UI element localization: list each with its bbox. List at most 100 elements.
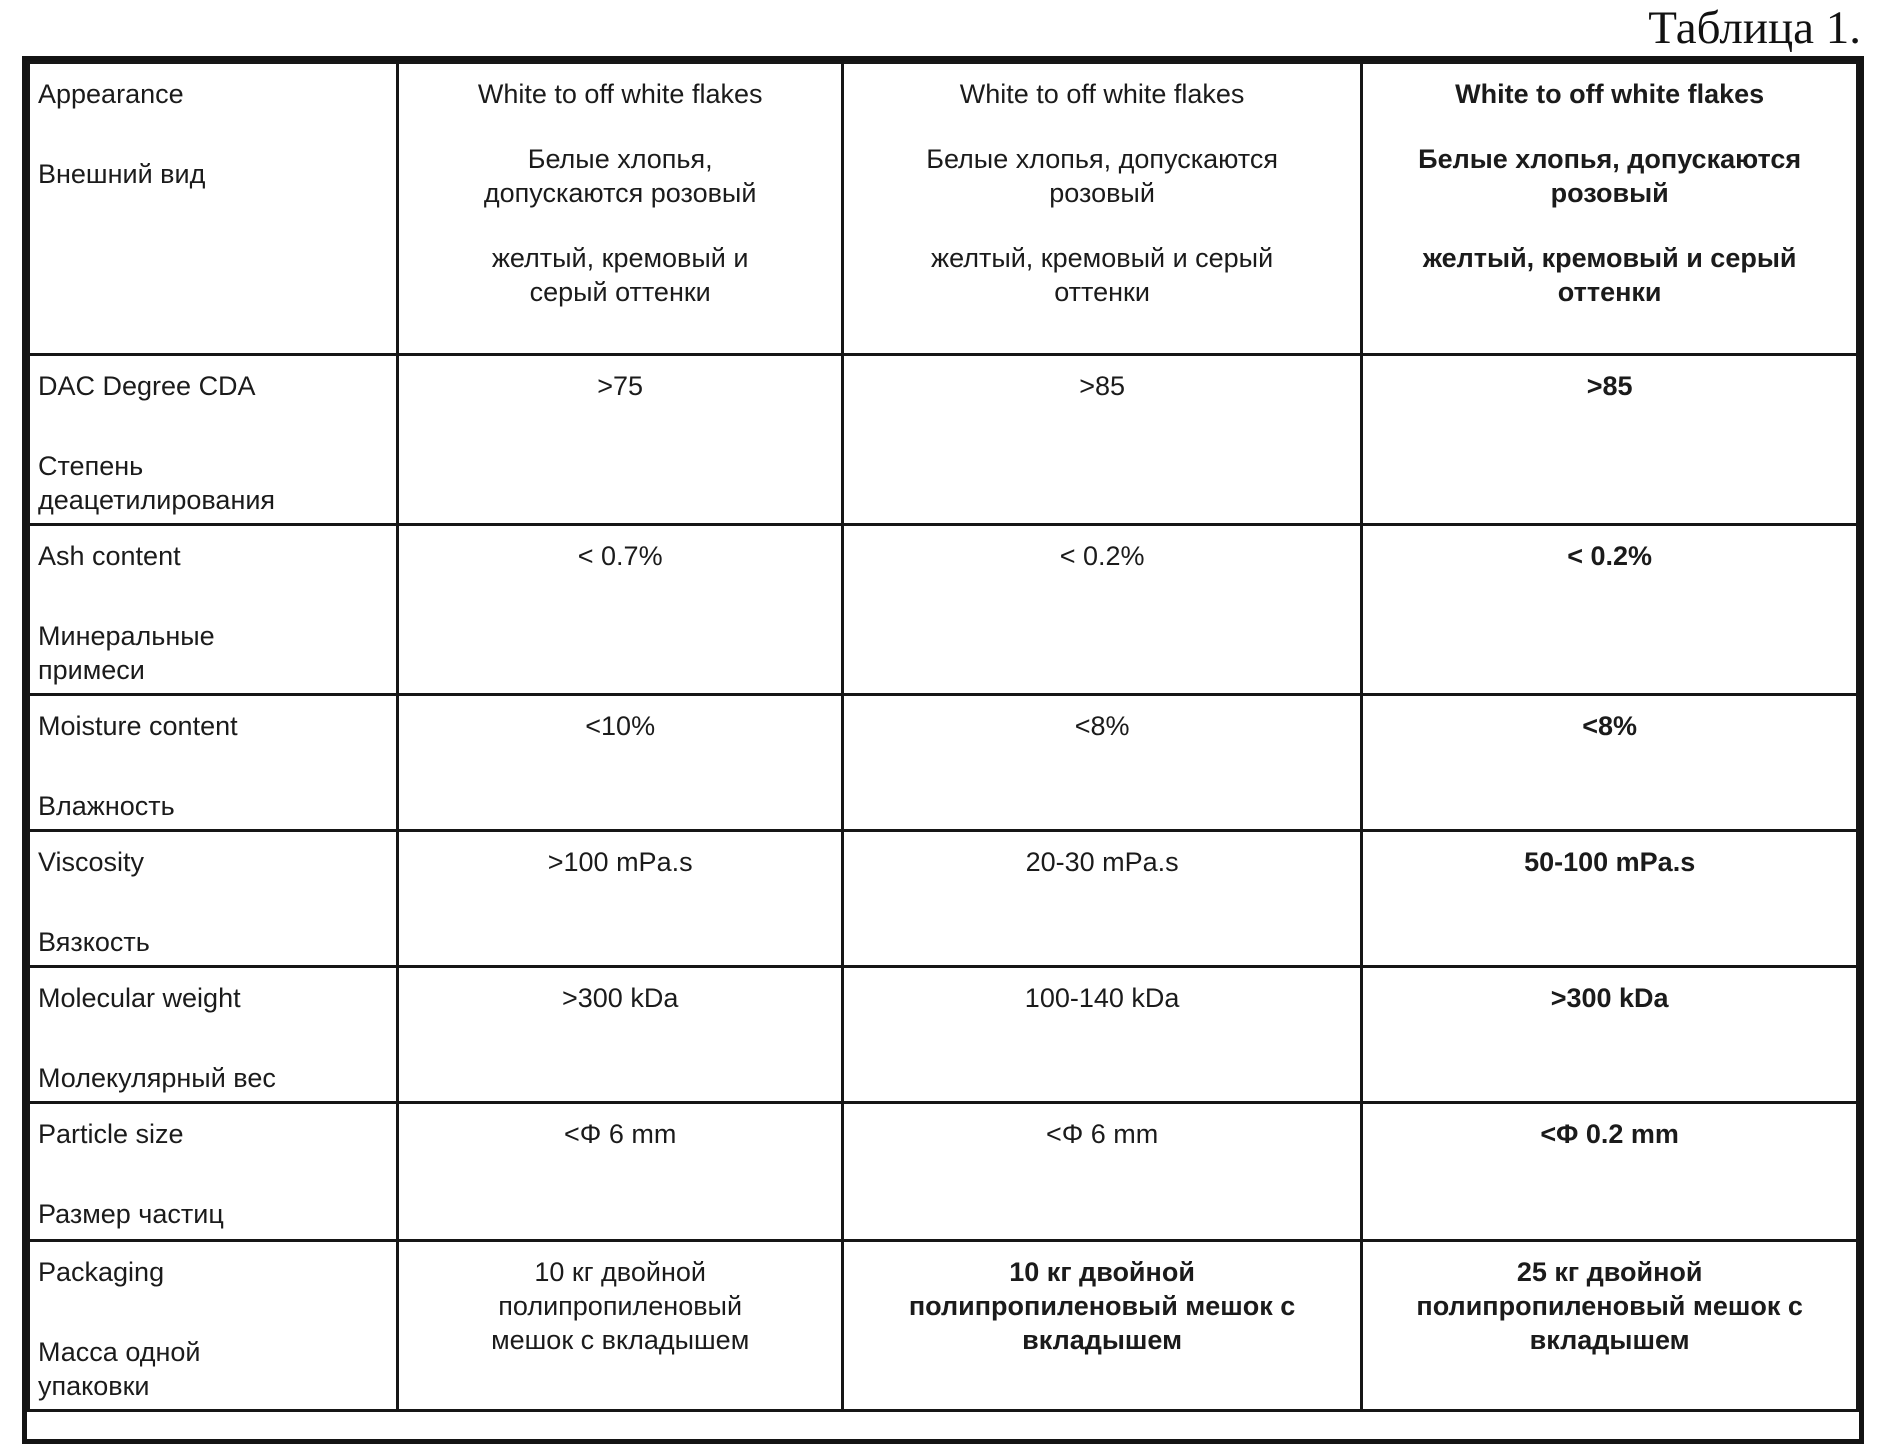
spec-table: Appearance Внешний вид White to off white… — [26, 61, 1859, 1412]
cell-particle-label: Particle size Размер частиц — [26, 1101, 400, 1242]
text-line: Минеральные — [38, 621, 215, 651]
text-line: желтый, кремовый и серый — [931, 243, 1274, 273]
cell-appearance-value-1: White to off white flakes Белые хлопья, до… — [396, 61, 844, 356]
text-line: Молекулярный вес — [38, 1063, 276, 1093]
text-line: полипропиленовый мешок с — [1416, 1291, 1803, 1321]
text-line: 100-140 kDa — [1024, 983, 1180, 1013]
text-block: Влажность — [38, 789, 388, 823]
text-line: <Φ 6 mm — [1045, 1119, 1159, 1149]
text-block: <10% — [407, 709, 832, 743]
text-line: розовый — [1550, 178, 1669, 208]
text-line: вкладышем — [1529, 1325, 1690, 1355]
text-block: < 0.7% — [407, 539, 832, 573]
cell-packaging-value-2: 10 кг двойной полипропиленовый мешок с вкл… — [840, 1239, 1364, 1412]
cell-dac-value-1: >75 — [396, 353, 844, 526]
cell-molweight-value-3: >300 kDa — [1360, 965, 1859, 1104]
text-line: < 0.2% — [1567, 541, 1653, 571]
text-block: Packaging — [38, 1255, 388, 1289]
text-block: желтый, кремовый и серый оттенки — [1371, 241, 1848, 309]
text-block: <Φ 6 mm — [407, 1117, 832, 1151]
text-block: Moisture content — [38, 709, 388, 743]
text-line: примеси — [38, 655, 145, 685]
cell-appearance-label: Appearance Внешний вид — [26, 61, 400, 356]
text-line: 25 кг двойной — [1516, 1257, 1703, 1287]
text-line: Размер частиц — [38, 1199, 224, 1229]
text-line: Масса одной — [38, 1337, 201, 1367]
text-block: Белые хлопья, допускаются розовый — [852, 142, 1352, 210]
text-block: Viscosity — [38, 845, 388, 879]
cell-ash-value-2: < 0.2% — [840, 523, 1364, 696]
cell-packaging-label: Packaging Масса одной упаковки — [26, 1239, 400, 1412]
text-line: полипропиленовый — [498, 1291, 743, 1321]
text-block: Particle size — [38, 1117, 388, 1151]
cell-molweight-label: Molecular weight Молекулярный вес — [26, 965, 400, 1104]
row-particle-size: Particle size Размер частиц <Φ 6 mm <Φ 6 … — [26, 1101, 1859, 1242]
text-block: Molecular weight — [38, 981, 388, 1015]
text-line: Вязкость — [38, 927, 150, 957]
text-line: <8% — [1582, 711, 1638, 741]
text-block: 10 кг двойной полипропиленовый мешок с вкл… — [407, 1255, 832, 1357]
text-block: White to off white flakes — [1371, 77, 1848, 111]
text-block: Белые хлопья, допускаются розовый — [1371, 142, 1848, 210]
text-line: Степень — [38, 451, 144, 481]
text-line: <8% — [1074, 711, 1130, 741]
text-line: 10 кг двойной — [1009, 1257, 1195, 1287]
text-line: DAC Degree CDA — [38, 371, 256, 401]
cell-moisture-value-2: <8% — [840, 693, 1364, 832]
cell-appearance-value-2: White to off white flakes Белые хлопья, д… — [840, 61, 1364, 356]
row-viscosity: Viscosity Вязкость >100 mPa.s 20-30 mPa.s… — [26, 829, 1859, 968]
text-block: 20-30 mPa.s — [852, 845, 1352, 879]
cell-ash-value-1: < 0.7% — [396, 523, 844, 696]
text-block: Размер частиц — [38, 1197, 388, 1231]
text-line: мешок с вкладышем — [491, 1325, 750, 1355]
cell-dac-label: DAC Degree CDA Степень деацетилирования — [26, 353, 400, 526]
row-molecular-weight: Molecular weight Молекулярный вес >300 kD… — [26, 965, 1859, 1104]
text-block: >300 kDa — [1371, 981, 1848, 1015]
text-line: 20-30 mPa.s — [1025, 847, 1179, 877]
text-line: оттенки — [1557, 277, 1662, 307]
text-line: оттенки — [1054, 277, 1150, 307]
text-line: Packaging — [38, 1257, 165, 1287]
text-block: <8% — [1371, 709, 1848, 743]
text-line: деацетилирования — [38, 485, 276, 515]
text-line: Appearance — [38, 79, 184, 109]
text-line: Внешний вид — [38, 159, 206, 189]
text-block: >85 — [1371, 369, 1848, 403]
cell-particle-value-1: <Φ 6 mm — [396, 1101, 844, 1242]
cell-moisture-value-1: <10% — [396, 693, 844, 832]
text-line: < 0.2% — [1059, 541, 1145, 571]
text-line: < 0.7% — [577, 541, 663, 571]
text-line: <10% — [585, 711, 656, 741]
text-line: >300 kDa — [1550, 983, 1669, 1013]
text-block: 25 кг двойной полипропиленовый мешок с вкл… — [1371, 1255, 1848, 1357]
text-block: >85 — [852, 369, 1352, 403]
text-block: желтый, кремовый и серый оттенки — [852, 241, 1352, 309]
text-block: Степень деацетилирования — [38, 449, 388, 517]
text-line: >85 — [1079, 371, 1125, 401]
cell-molweight-value-1: >300 kDa — [396, 965, 844, 1104]
text-block: White to off white flakes — [407, 77, 832, 111]
row-packaging: Packaging Масса одной упаковки 10 кг двойн… — [26, 1239, 1859, 1412]
cell-viscosity-value-2: 20-30 mPa.s — [840, 829, 1364, 968]
text-line: <Φ 6 mm — [564, 1119, 677, 1149]
text-line: White to off white flakes — [477, 79, 763, 109]
cell-particle-value-3: <Φ 0.2 mm — [1360, 1101, 1859, 1242]
cell-ash-value-3: < 0.2% — [1360, 523, 1859, 696]
table-frame: Appearance Внешний вид White to off white… — [22, 56, 1864, 1444]
text-block: >75 — [407, 369, 832, 403]
text-line: >85 — [1586, 371, 1633, 401]
cell-particle-value-2: <Φ 6 mm — [840, 1101, 1364, 1242]
text-line: <Φ 0.2 mm — [1540, 1119, 1679, 1149]
cell-packaging-value-1: 10 кг двойной полипропиленовый мешок с вкл… — [396, 1239, 844, 1412]
text-line: желтый, кремовый и — [491, 243, 749, 273]
cell-dac-value-2: >85 — [840, 353, 1364, 526]
text-block: Белые хлопья, допускаются розовый — [407, 142, 832, 210]
text-block: < 0.2% — [852, 539, 1352, 573]
text-block: Appearance — [38, 77, 388, 111]
text-block: < 0.2% — [1371, 539, 1848, 573]
text-line: полипропиленовый мешок с — [908, 1291, 1296, 1321]
text-line: >100 mPa.s — [547, 847, 693, 877]
text-line: 50-100 mPa.s — [1524, 847, 1696, 877]
table-title: Таблица 1. — [1648, 2, 1861, 54]
text-line: Белые хлопья, допускаются — [926, 144, 1278, 174]
